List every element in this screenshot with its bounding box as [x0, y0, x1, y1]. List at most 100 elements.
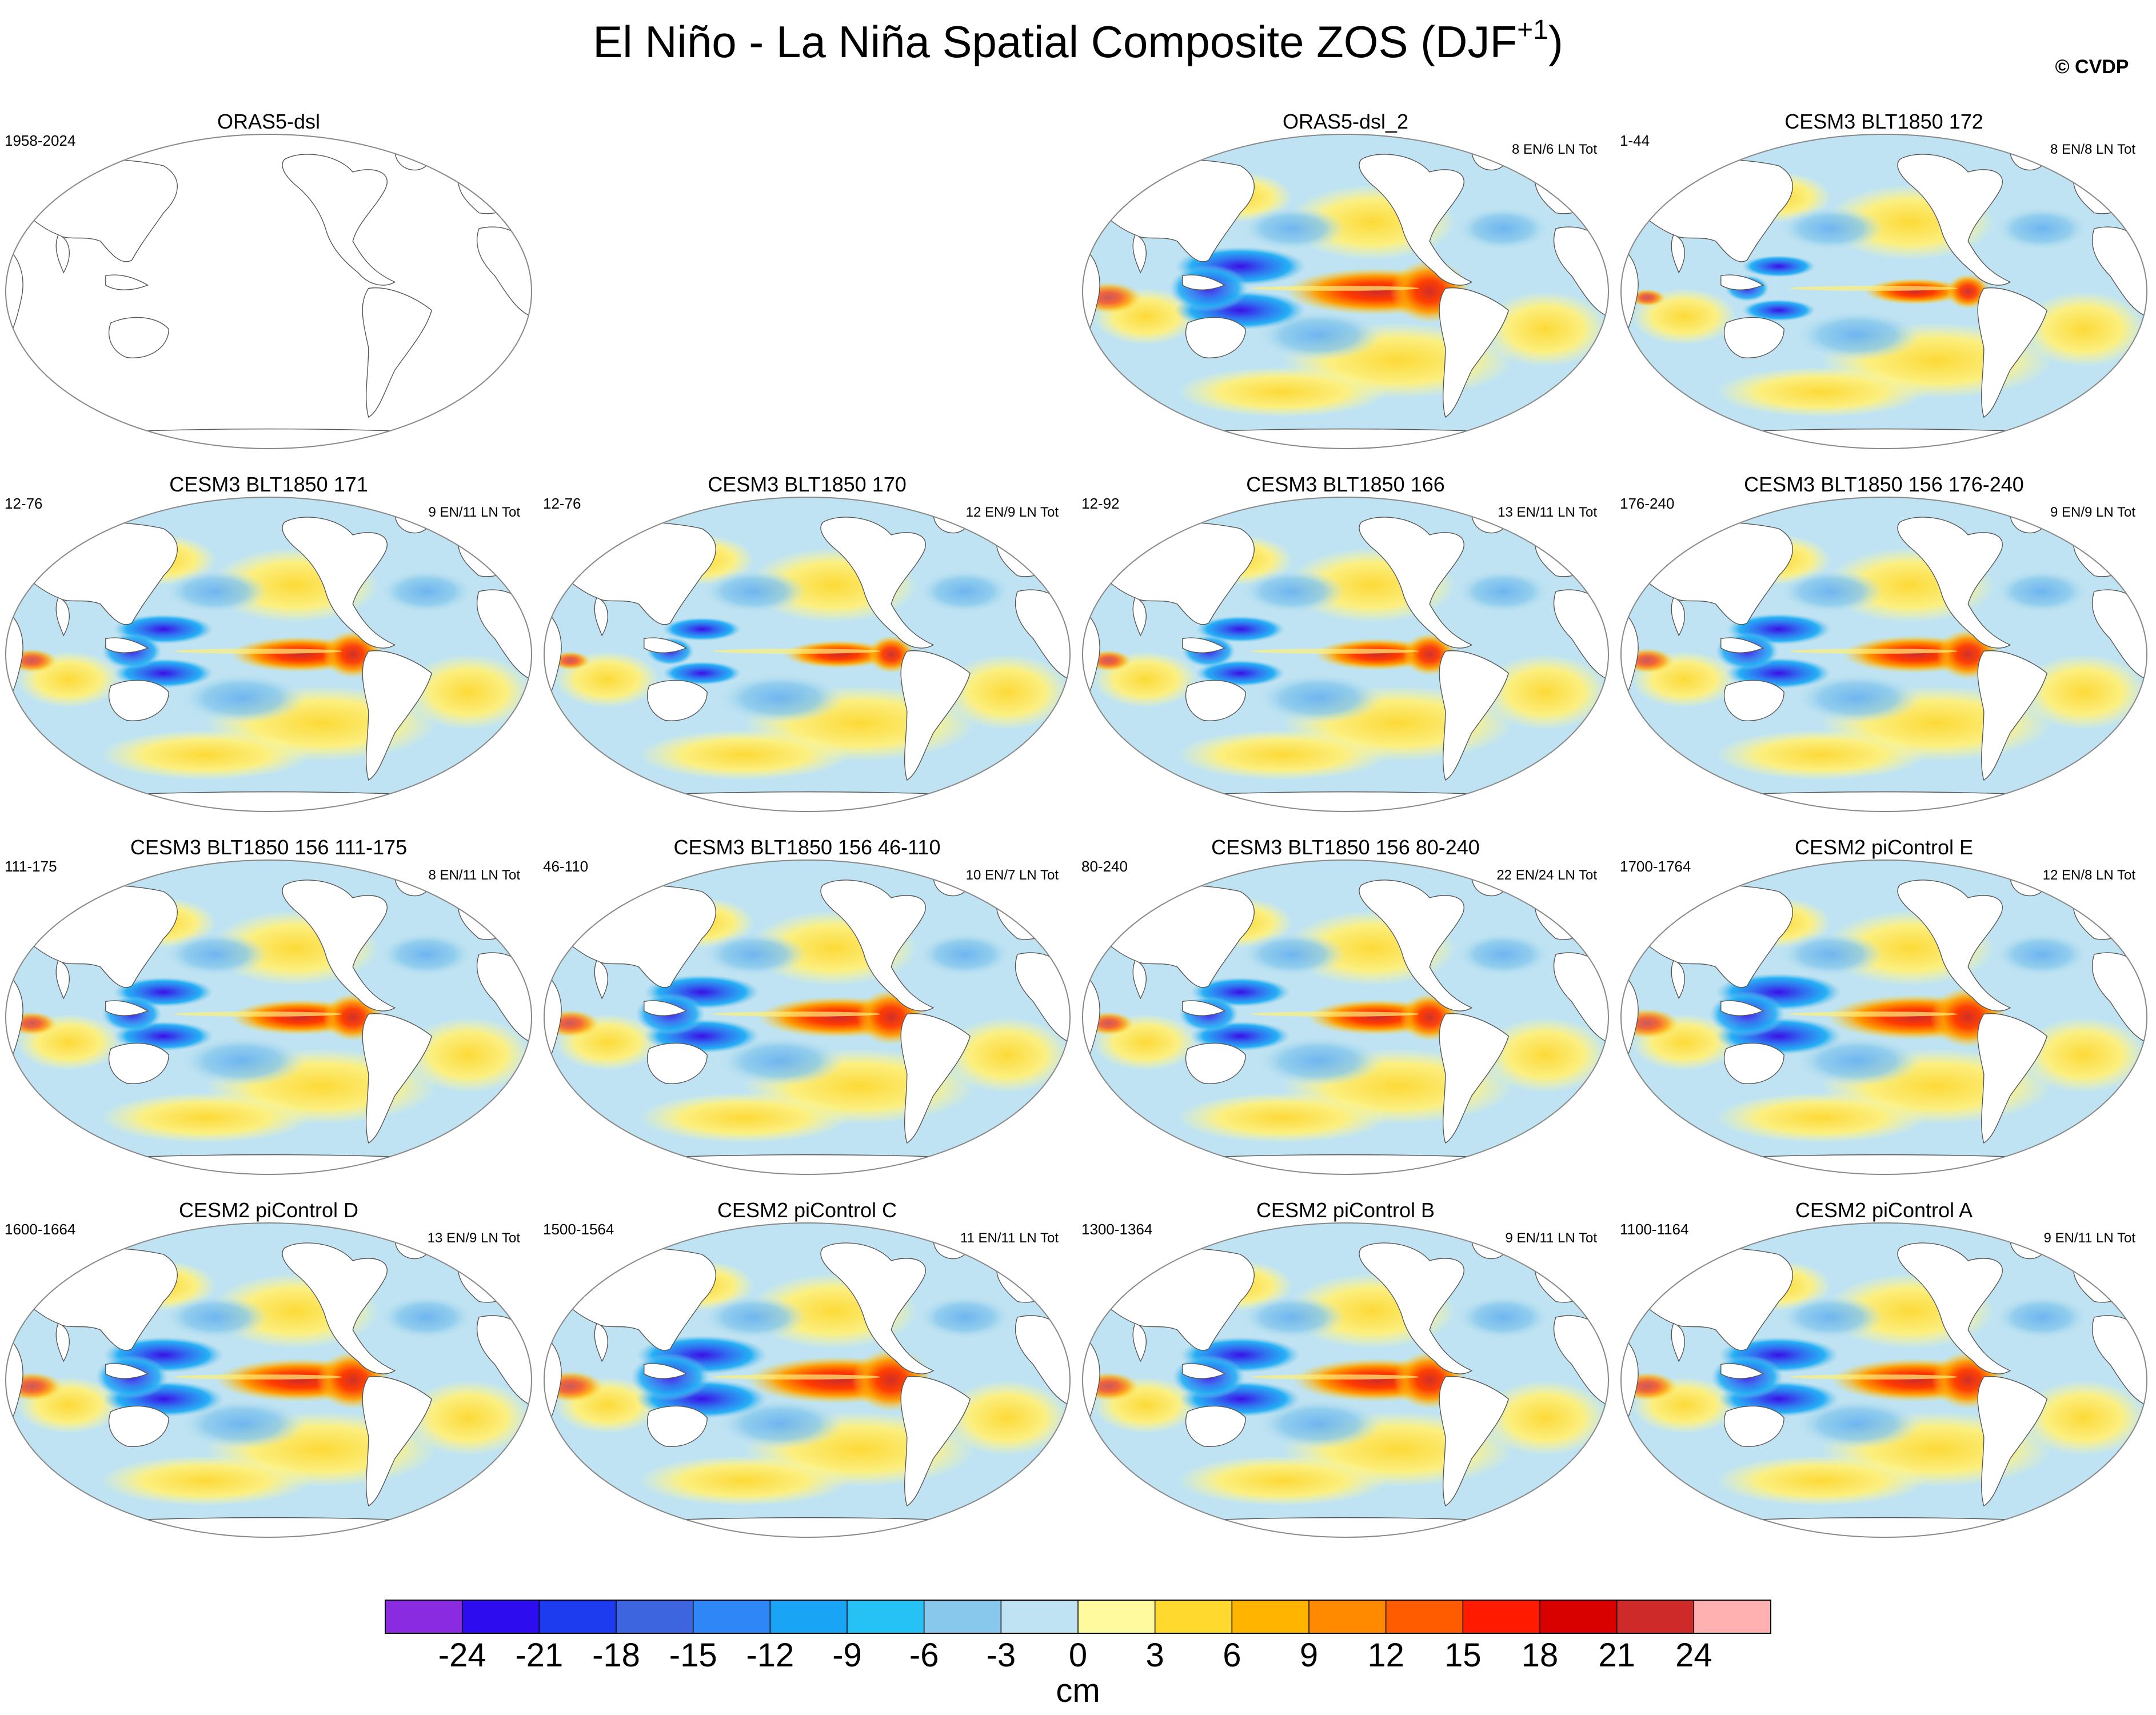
watermark: © CVDP	[2055, 56, 2129, 78]
land-india	[55, 597, 70, 637]
cold-anomaly-south	[662, 661, 741, 685]
colorbar-swatch	[1078, 1600, 1156, 1633]
map-outline	[5, 134, 532, 449]
map-field	[6, 1223, 532, 1537]
colorbar-swatch	[1694, 1600, 1771, 1633]
land-maritime-continent	[105, 637, 149, 653]
panel-period: 80-240	[1081, 858, 1128, 875]
warm-anomaly-eq	[1864, 278, 1967, 305]
panel-title: CESM3 BLT1850 156 80-240	[1211, 835, 1480, 859]
cold-anomaly-north	[662, 617, 741, 641]
colorbar-swatch	[1463, 1600, 1540, 1633]
land-antarctica	[46, 428, 491, 449]
map-panel: CESM3 BLT1850 172 1-44 8 EN/8 LN Tot	[1620, 110, 2147, 449]
land-south-america	[1977, 1376, 2047, 1507]
panel-title: CESM3 BLT1850 172	[1784, 110, 1983, 133]
land-maritime-continent	[1720, 274, 1764, 290]
panel-title: CESM2 piControl A	[1795, 1198, 1973, 1222]
panel-event-count: 8 EN/6 LN Tot	[1512, 142, 1597, 157]
land-north-america	[820, 1242, 935, 1374]
map-outline	[5, 1222, 532, 1538]
map-panel: CESM3 BLT1850 170 12-76 12 EN/9 LN Tot	[543, 473, 1071, 812]
land-australia	[1185, 317, 1246, 359]
colorbar-tick-label: 0	[1069, 1637, 1087, 1674]
colorbar-tick-label: -18	[592, 1637, 640, 1674]
colorbar-swatch	[770, 1600, 848, 1633]
land-australia	[646, 1405, 708, 1448]
land-india	[594, 960, 608, 1000]
colorbar-tick-label: 24	[1675, 1637, 1712, 1674]
panel-event-count: 12 EN/9 LN Tot	[966, 505, 1059, 520]
panel-event-count: 13 EN/9 LN Tot	[428, 1230, 521, 1246]
land-north-america	[1897, 880, 2011, 1012]
colorbar-swatch	[1309, 1600, 1387, 1633]
map-outline	[5, 860, 532, 1175]
land-australia	[1185, 1405, 1246, 1448]
map-panel: CESM3 BLT1850 171 12-76 9 EN/11 LN Tot	[5, 473, 532, 812]
map-panel: ORAS5-dsl_2 8 EN/6 LN Tot	[1082, 110, 1609, 449]
panel-event-count: 9 EN/9 LN Tot	[2050, 505, 2135, 520]
panel-event-count: 9 EN/11 LN Tot	[2043, 1230, 2135, 1246]
colorbar-swatch	[1540, 1600, 1618, 1633]
panel-period: 1700-1764	[1620, 858, 1691, 875]
land-maritime-continent	[644, 1000, 687, 1016]
panel-event-count: 8 EN/11 LN Tot	[428, 868, 520, 883]
map-field	[544, 860, 1070, 1174]
figure-title-sup: +1	[1517, 15, 1548, 45]
panel-event-count: 10 EN/7 LN Tot	[966, 868, 1059, 883]
map-outline	[1620, 497, 2147, 812]
colorbar-swatch	[1155, 1600, 1232, 1633]
land-antarctica	[585, 1517, 1029, 1537]
land-antarctica	[1123, 1517, 1568, 1537]
land-maritime-continent	[105, 1363, 149, 1379]
land-south-america	[900, 650, 971, 781]
land-maritime-continent	[1182, 637, 1225, 653]
colorbar-swatch	[847, 1600, 925, 1633]
colorbar-tick-label: 9	[1300, 1637, 1318, 1674]
colorbar-swatch	[693, 1600, 770, 1633]
colorbar-swatch	[539, 1600, 617, 1633]
map-panel: ORAS5-dsl 1958-2024	[5, 110, 532, 449]
map-field	[6, 860, 532, 1174]
colorbar-tick-label: 12	[1367, 1637, 1404, 1674]
land-north-america	[1359, 880, 1473, 1012]
land-india	[594, 1323, 608, 1362]
map-outline	[1082, 860, 1609, 1175]
colorbar-tick-label: -9	[832, 1637, 862, 1674]
land-australia	[1723, 1042, 1784, 1085]
land-south-america	[362, 650, 432, 781]
panel-period: 1500-1564	[543, 1221, 614, 1238]
map-field	[1083, 860, 1608, 1174]
colorbar-tick-label: 6	[1223, 1637, 1241, 1674]
land-india	[55, 960, 70, 1000]
cold-anomaly-north	[1195, 615, 1285, 643]
map-panel: CESM2 piControl D 1600-1664 13 EN/9 LN Tot	[5, 1198, 532, 1538]
panel-event-count: 12 EN/8 LN Tot	[2043, 868, 2136, 883]
land-australia	[1723, 317, 1784, 359]
panel-title: ORAS5-dsl_2	[1283, 110, 1408, 133]
panel-period: 12-76	[5, 495, 43, 512]
panel-event-count: 9 EN/11 LN Tot	[1505, 1230, 1597, 1246]
land-antarctica	[585, 791, 1029, 811]
colorbar-tick-label: 3	[1146, 1637, 1164, 1674]
land-north-america	[1359, 154, 1473, 286]
land-south-america	[362, 1376, 432, 1507]
map-panel: CESM2 piControl A 1100-1164 9 EN/11 LN Tot	[1620, 1198, 2147, 1538]
colorbar-tick-label: 18	[1522, 1637, 1559, 1674]
land-maritime-continent	[1720, 1000, 1764, 1016]
land-india	[1671, 1323, 1685, 1362]
land-maritime-continent	[105, 274, 149, 290]
land-north-america	[1897, 517, 2011, 649]
colorbar-tick-label: -21	[515, 1637, 563, 1674]
land-maritime-continent	[105, 1000, 149, 1016]
panel-period: 1600-1664	[5, 1221, 75, 1238]
colorbar-tick-label: 21	[1598, 1637, 1635, 1674]
cold-anomaly-south	[1742, 299, 1816, 322]
panel-event-count: 9 EN/11 LN Tot	[428, 505, 520, 520]
panel-period: 176-240	[1620, 495, 1674, 512]
map-field	[1621, 1223, 2147, 1537]
land-antarctica	[1123, 428, 1568, 449]
land-antarctica	[1662, 1517, 2106, 1537]
land-antarctica	[585, 1154, 1029, 1174]
land-australia	[646, 1042, 708, 1085]
